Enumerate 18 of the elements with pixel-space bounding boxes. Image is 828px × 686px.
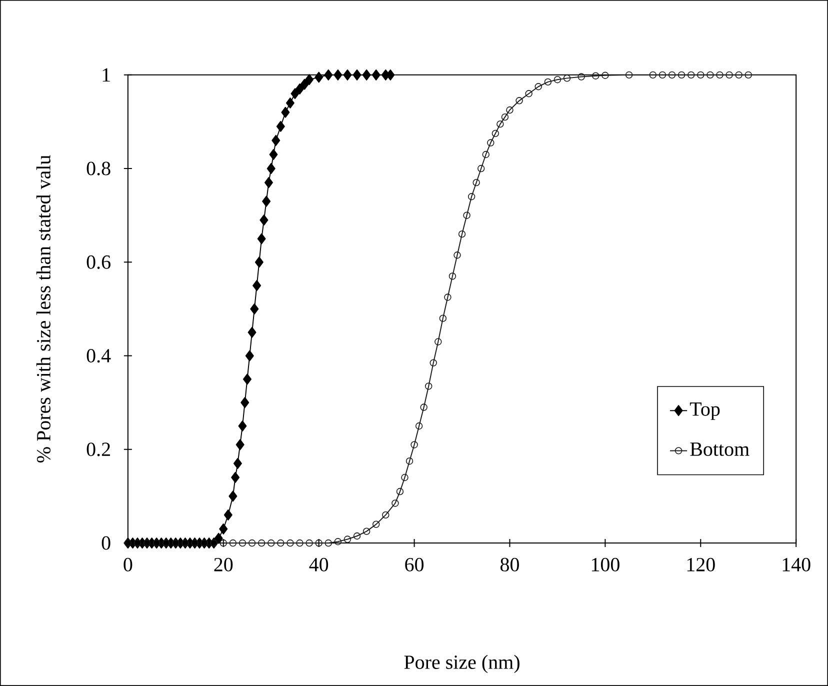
x-tick-label: 40 — [309, 558, 328, 572]
y-tick-label: 0.4 — [86, 349, 111, 363]
x-tick-label: 120 — [687, 558, 715, 572]
x-tick-label: 0 — [124, 558, 132, 572]
x-tick-label: 140 — [782, 558, 810, 572]
y-tick-label: 1 — [102, 68, 110, 82]
y-tick-label: 0 — [102, 536, 110, 550]
x-tick-label: 60 — [405, 558, 424, 572]
legend-label: Top — [690, 402, 720, 420]
y-tick-label: 0.8 — [86, 162, 110, 176]
y-tick-label: 0.2 — [86, 442, 110, 456]
x-tick-label: 100 — [592, 558, 620, 572]
legend-label: Bottom — [690, 442, 750, 456]
x-axis-title: Pore size (nm) — [404, 654, 520, 674]
x-tick-label: 20 — [214, 558, 233, 572]
y-axis-title: % Pores with size less than stated valu — [36, 155, 51, 462]
y-tick-label: 0.6 — [86, 255, 110, 269]
x-tick-label: 80 — [500, 558, 519, 572]
